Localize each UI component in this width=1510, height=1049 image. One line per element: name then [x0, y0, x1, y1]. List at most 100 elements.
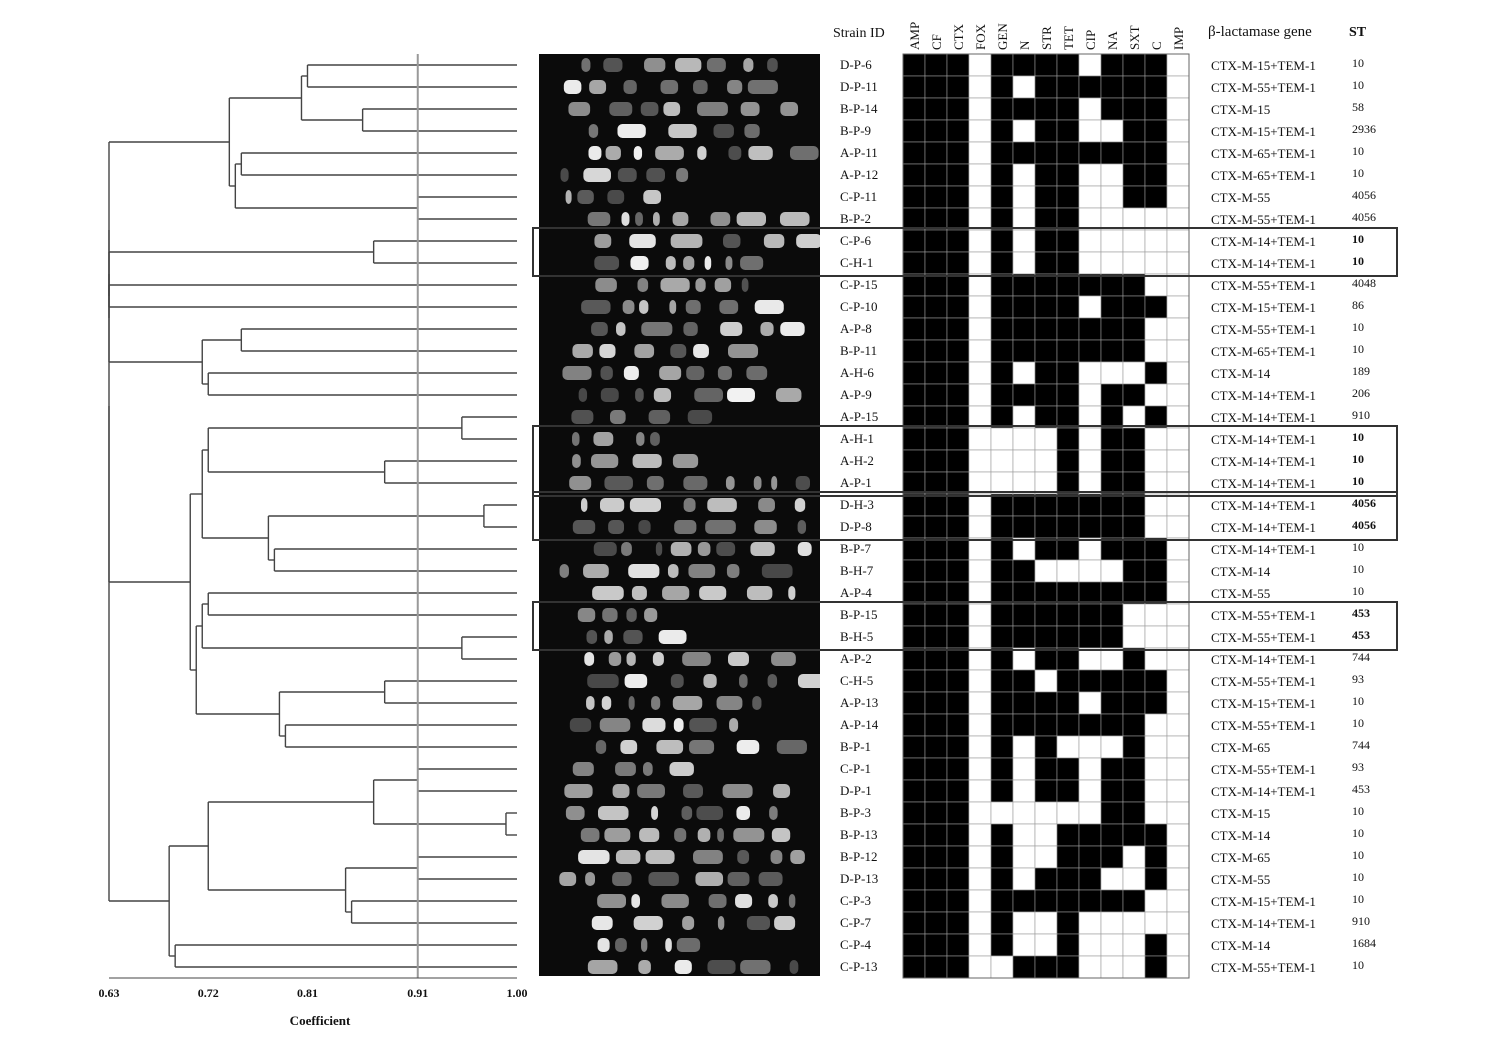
beta-lactamase-gene: CTX-M-14 [1211, 938, 1271, 953]
resistance-cell [1166, 119, 1190, 143]
resistance-cell [946, 53, 970, 77]
sequence-type: 10 [1352, 78, 1364, 92]
resistance-cell [1034, 691, 1058, 715]
resistance-cell [1012, 163, 1036, 187]
resistance-grid [902, 53, 1190, 979]
sequence-type: 206 [1352, 386, 1370, 400]
sequence-type: 10 [1352, 716, 1364, 730]
gel-band [676, 938, 701, 952]
resistance-cell [1100, 515, 1124, 539]
resistance-cell [1056, 97, 1080, 121]
axis-tick-label: 0.63 [98, 986, 120, 1000]
gel-band [604, 630, 613, 644]
resistance-cell [1078, 559, 1102, 583]
strain-id: C-P-1 [840, 761, 872, 776]
resistance-cell [1100, 735, 1124, 759]
resistance-cell [924, 735, 948, 759]
resistance-cell [946, 779, 970, 803]
resistance-cell [1034, 823, 1058, 847]
gel-band [603, 58, 623, 72]
antibiotic-header: NA [1105, 31, 1120, 50]
gel-band [617, 124, 646, 138]
gel-lane [559, 872, 783, 886]
resistance-cell [968, 845, 992, 869]
resistance-cell [924, 471, 948, 495]
gel-band [689, 740, 715, 754]
resistance-cell [902, 361, 926, 385]
sequence-type: 10 [1352, 892, 1364, 906]
strain-id: C-P-6 [840, 233, 872, 248]
resistance-cell [924, 163, 948, 187]
gel-band [609, 102, 633, 116]
gel-band [717, 916, 725, 930]
beta-lactamase-gene: CTX-M-14 [1211, 828, 1271, 843]
resistance-cell [1056, 317, 1080, 341]
beta-lactamase-gene: CTX-M-15+TEM-1 [1211, 894, 1316, 909]
resistance-cell [1034, 185, 1058, 209]
gel-band [697, 146, 707, 160]
resistance-cell [902, 493, 926, 517]
resistance-cell [1078, 823, 1102, 847]
gel-band [633, 916, 663, 930]
beta-lactamase-gene: CTX-M-55+TEM-1 [1211, 960, 1316, 975]
gel-lane [563, 80, 778, 94]
gel-band [659, 366, 682, 380]
gel-band [588, 146, 602, 160]
resistance-cell [1144, 581, 1168, 605]
resistance-cell [1034, 251, 1058, 275]
gel-band [763, 234, 785, 248]
resistance-cell [1100, 669, 1124, 693]
gel-band [728, 146, 742, 160]
gel-band [599, 344, 616, 358]
gel-band [635, 388, 644, 402]
resistance-cell [968, 779, 992, 803]
resistance-cell [1078, 427, 1102, 451]
gel-band [585, 872, 596, 886]
gel-band [797, 542, 812, 556]
resistance-cell [924, 801, 948, 825]
resistance-cell [990, 163, 1014, 187]
resistance-cell [1012, 801, 1036, 825]
resistance-cell [990, 669, 1014, 693]
resistance-cell [946, 251, 970, 275]
gel-band [740, 102, 760, 116]
gel-lane [578, 388, 802, 402]
resistance-cell [1034, 757, 1058, 781]
resistance-cell [946, 889, 970, 913]
resistance-cell [1122, 295, 1146, 319]
gel-band [704, 256, 712, 270]
resistance-cell [946, 933, 970, 957]
gel-band [591, 916, 613, 930]
gel-band [599, 718, 631, 732]
resistance-cell [1144, 229, 1168, 253]
gel-band [602, 608, 618, 622]
gel-band [707, 960, 736, 974]
resistance-cell [1034, 141, 1058, 165]
gel-band [604, 476, 633, 490]
beta-lactamase-gene: CTX-M-65 [1211, 850, 1271, 865]
resistance-cell [1166, 933, 1190, 957]
resistance-cell [1034, 867, 1058, 891]
resistance-cell [1078, 537, 1102, 561]
resistance-cell [990, 207, 1014, 231]
resistance-cell [1012, 339, 1036, 363]
resistance-cell [924, 889, 948, 913]
strain-id: B-P-15 [840, 607, 878, 622]
resistance-cell [1100, 251, 1124, 275]
resistance-cell [946, 207, 970, 231]
gel-band [622, 300, 635, 314]
beta-lactamase-gene: CTX-M-65 [1211, 740, 1271, 755]
gel-band [713, 124, 734, 138]
gel-band [733, 828, 765, 842]
resistance-cell [902, 625, 926, 649]
resistance-cell [1078, 141, 1102, 165]
resistance-cell [1100, 427, 1124, 451]
gel-band [617, 168, 637, 182]
beta-lactamase-gene: CTX-M-14+TEM-1 [1211, 542, 1316, 557]
antibiotic-header: C [1149, 41, 1164, 50]
resistance-cell [1012, 537, 1036, 561]
resistance-cell [902, 273, 926, 297]
gel-band [660, 80, 679, 94]
resistance-cell [968, 669, 992, 693]
resistance-cell [990, 185, 1014, 209]
